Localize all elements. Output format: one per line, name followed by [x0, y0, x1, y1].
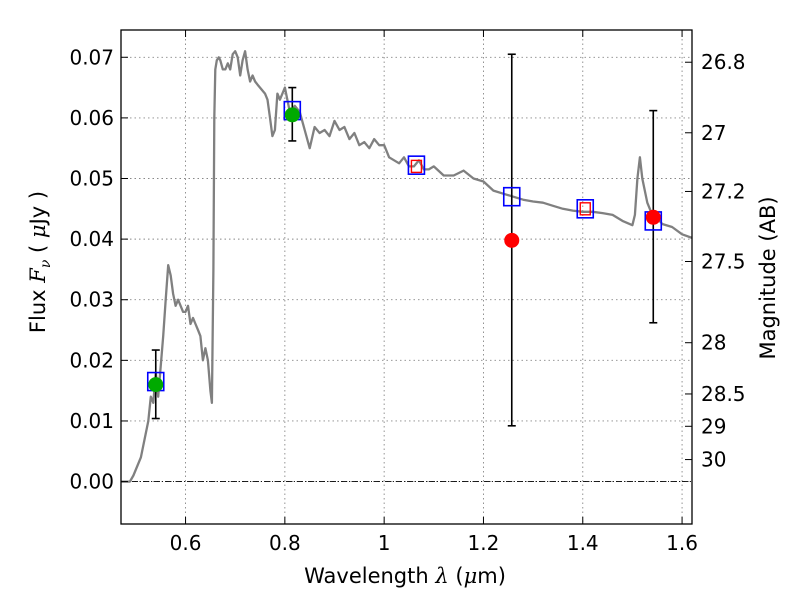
y-tick-label: 0.05 [69, 167, 114, 191]
upper-limit-marker [410, 159, 423, 174]
y-tick-label: 0.00 [69, 470, 114, 494]
mag-tick-label: 27 [701, 121, 726, 145]
mag-tick-label: 27.2 [701, 179, 746, 203]
y-tick-label: 0.02 [69, 348, 114, 372]
upper-limit-point [645, 209, 661, 225]
y-tick-label: 0.06 [69, 106, 114, 130]
detected-flux-point [284, 107, 300, 123]
model-band-box [502, 186, 521, 207]
gridlines [121, 30, 692, 524]
x-axis-label: Wavelength λ (μm) [304, 564, 506, 588]
y-axis-label: Flux Fν ( μJy ) [26, 191, 54, 333]
mag-tick-label: 29 [701, 414, 726, 438]
mag-tick-label: 27.5 [701, 249, 746, 273]
detected-flux-point [148, 377, 164, 393]
x-tick-label: 1.4 [567, 531, 599, 555]
axes-frame [120, 29, 693, 525]
mag-tick-label: 30 [701, 448, 726, 472]
magnitude-axis-label: Magnitude (AB) [756, 196, 780, 359]
x-tick-label: 0.8 [269, 531, 301, 555]
model-band-box [576, 199, 595, 219]
x-tick-label: 1.6 [666, 531, 698, 555]
upper-limit-point [504, 232, 520, 248]
y-tick-label: 0.03 [69, 288, 114, 312]
x-tick-label: 1 [378, 531, 391, 555]
x-tick-label: 0.6 [170, 531, 202, 555]
sed-model-line [121, 50, 692, 483]
x-tick-label: 1.2 [468, 531, 500, 555]
mag-tick-label: 26.8 [701, 50, 746, 74]
y-tick-label: 0.04 [69, 227, 114, 251]
y-tick-label: 0.01 [69, 409, 114, 433]
mag-tick-label: 28.5 [701, 382, 746, 406]
ticks: 0.6 0.8 1 1.2 1.4 1.6 0.00 0.01 0.02 0.03 0.04 0.05… [69, 30, 746, 555]
plot-area [121, 50, 692, 483]
y-tick-label: 0.07 [69, 45, 114, 69]
upper-limit-marker [579, 202, 591, 216]
mag-tick-label: 28 [701, 331, 726, 355]
model-band-box [407, 155, 426, 175]
